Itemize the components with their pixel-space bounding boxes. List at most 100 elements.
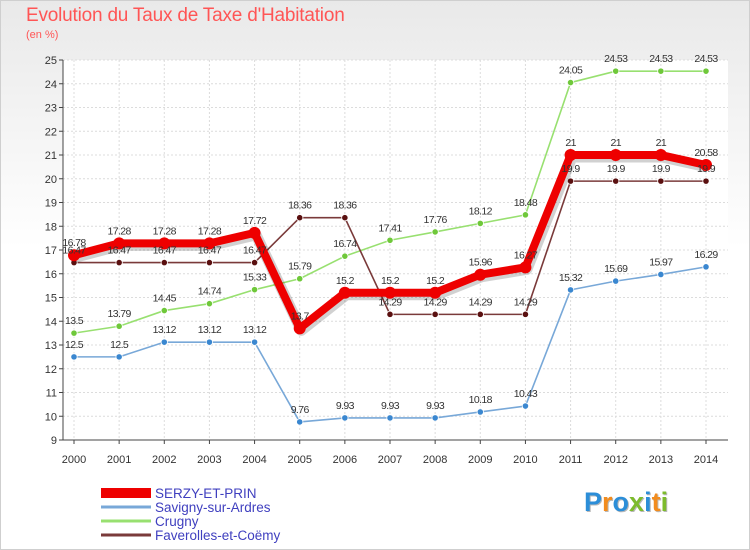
data-point <box>612 177 620 185</box>
y-tick-label: 12 <box>45 364 57 376</box>
data-point <box>203 237 216 250</box>
data-point <box>386 310 394 318</box>
data-label: 17.41 <box>378 222 402 234</box>
data-point <box>566 177 575 185</box>
data-label: 16.47 <box>243 245 267 257</box>
data-point <box>68 249 80 262</box>
data-point <box>476 219 484 227</box>
x-tick-label: 2006 <box>333 454 357 466</box>
logo-letter: i <box>644 487 652 517</box>
legend-label: Savigny-sur-Ardres <box>155 500 271 515</box>
data-point <box>431 228 439 236</box>
data-point <box>338 286 351 299</box>
data-point <box>250 338 259 346</box>
data-point <box>115 353 123 361</box>
data-label: 19.9 <box>607 163 626 175</box>
data-point <box>160 306 168 315</box>
data-label: 13.12 <box>198 324 222 336</box>
data-label: 13.12 <box>243 324 267 336</box>
data-point <box>657 270 665 279</box>
data-label: 21 <box>610 137 621 149</box>
data-point <box>566 78 575 87</box>
x-tick-label: 2001 <box>107 454 131 466</box>
data-point <box>70 353 78 361</box>
data-point <box>519 261 532 274</box>
y-tick-label: 19 <box>45 198 57 210</box>
y-tick-label: 24 <box>45 79 57 91</box>
legend-swatch <box>101 519 151 523</box>
data-label: 13.5 <box>65 315 84 327</box>
data-label: 16.78 <box>62 237 86 249</box>
y-tick-label: 25 <box>45 55 57 67</box>
data-point <box>341 414 349 422</box>
y-tick-label: 16 <box>45 269 57 281</box>
x-tick-label: 2011 <box>559 454 583 466</box>
x-tick-label: 2010 <box>513 454 537 466</box>
legend-label: Crugny <box>155 514 199 529</box>
data-point <box>429 286 442 299</box>
data-label: 17.28 <box>108 225 132 237</box>
data-label: 15.69 <box>604 263 628 275</box>
data-label: 9.93 <box>381 400 400 412</box>
data-point <box>431 414 439 422</box>
data-point <box>341 252 349 260</box>
legend-label: Faverolles-et-Coëmy <box>155 528 281 543</box>
data-point <box>612 67 620 75</box>
data-point <box>702 177 710 185</box>
data-point <box>521 402 530 410</box>
y-tick-label: 18 <box>45 221 57 233</box>
y-tick-label: 9 <box>51 435 57 447</box>
data-label: 16.27 <box>514 249 538 261</box>
logo-letter: i <box>660 487 669 517</box>
data-labels: 13.5 13.79 14.45 14.74 15.33 15.79 16.74 17.41 1… <box>62 53 719 416</box>
x-tick-label: 2007 <box>378 454 402 466</box>
data-label: 24.53 <box>604 53 628 65</box>
data-label: 24.53 <box>694 53 718 65</box>
data-label: 15.97 <box>649 256 673 268</box>
x-tick-label: 2014 <box>694 454 718 466</box>
data-label: 10.18 <box>469 394 493 406</box>
legend: SERZY-ET-PRINSavigny-sur-ArdresCrugnyFav… <box>101 486 281 543</box>
x-tick-label: 2005 <box>287 454 311 466</box>
y-tick-label: 20 <box>45 174 57 186</box>
proxiti-logo: Proxiti <box>584 487 668 518</box>
y-tick-label: 17 <box>45 245 57 257</box>
x-tick-label: 2012 <box>603 454 627 466</box>
data-label: 15.33 <box>243 272 267 284</box>
chart-subtitle: (en %) <box>26 29 59 41</box>
data-label: 13.12 <box>153 324 177 336</box>
data-label: 20.58 <box>694 147 718 159</box>
data-label: 14.29 <box>469 296 493 308</box>
data-label: 17.72 <box>243 215 267 227</box>
data-label: 13.7 <box>291 310 310 322</box>
data-point <box>431 310 439 318</box>
data-label: 17.28 <box>198 225 222 237</box>
data-label: 19.9 <box>562 163 581 175</box>
data-point <box>657 67 665 75</box>
axes: 9 10 11 12 13 14 15 16 17 18 19 20 21 22 23 24 25 2000 200… <box>45 55 728 466</box>
data-point <box>205 258 214 267</box>
data-point <box>250 286 259 294</box>
data-label: 21 <box>565 137 576 149</box>
legend-swatch <box>101 533 151 537</box>
data-label: 15.2 <box>426 275 445 287</box>
x-tick-label: 2008 <box>423 454 447 466</box>
data-label: 15.2 <box>336 275 355 287</box>
x-tick-label: 2013 <box>649 454 673 466</box>
data-label: 14.74 <box>198 286 222 298</box>
data-point <box>386 414 394 422</box>
legend-swatch <box>101 488 151 498</box>
data-label: 9.93 <box>426 400 445 412</box>
data-label: 14.29 <box>514 296 538 308</box>
data-point <box>248 226 261 239</box>
data-label: 19.9 <box>697 163 716 175</box>
data-point <box>566 286 575 294</box>
legend-swatch <box>101 505 151 509</box>
data-label: 19.9 <box>652 163 671 175</box>
data-point <box>521 211 530 219</box>
data-point <box>296 418 304 426</box>
data-point <box>113 237 126 250</box>
data-point <box>474 268 487 281</box>
logo-letter: P <box>584 487 603 517</box>
